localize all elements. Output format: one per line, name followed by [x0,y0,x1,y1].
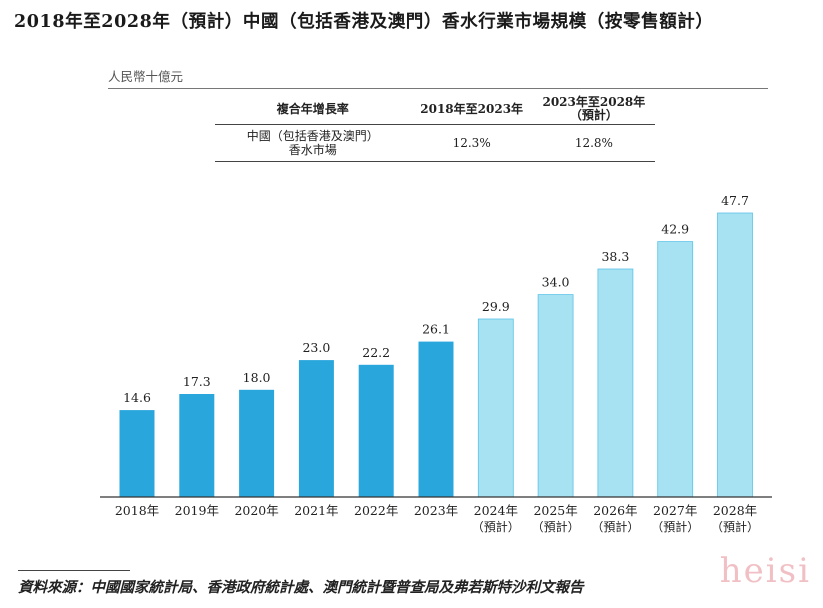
bar-2027年 [657,241,694,498]
bar-2022年 [358,364,394,497]
bar-2024年 [477,318,514,498]
data-label: 34.0 [542,275,570,290]
cagr-row-label: 中國（包括香港及澳門） 香水市場 [215,124,411,162]
bar-2018年 [119,410,155,497]
data-label: 29.9 [482,299,510,314]
bar-2021年 [298,360,334,497]
cagr-table-row: 中國（包括香港及澳門） 香水市場 12.3% 12.8% [215,124,655,162]
watermark: heisi [719,551,811,591]
x-tick-label: 2025年 [533,503,577,518]
data-label: 47.7 [721,193,749,208]
unit-label: 人民幣十億元 [108,69,184,84]
cagr-header-2018-2023: 2018年至2023年 [410,94,533,125]
x-tick-sublabel: （預計） [651,519,699,534]
cagr-header-2023-2028: 2023年至2028年 （預計） [532,94,655,125]
data-label: 23.0 [302,340,330,355]
x-tick-label: 2024年 [474,503,518,518]
bar-2020年 [239,389,275,497]
source-divider [18,570,130,571]
data-label: 18.0 [243,370,271,385]
unit-divider [108,88,768,89]
data-label: 38.3 [601,249,629,264]
bar-2023年 [418,341,454,497]
cagr-row-label-line2: 香水市場 [288,143,337,157]
cagr-header-2023-2028-line2: （預計） [569,108,618,122]
x-tick-label: 2018年 [115,503,159,518]
x-tick-label: 2028年 [713,503,757,518]
x-tick-label: 2022年 [354,503,398,518]
data-label: 14.6 [123,390,151,405]
bar-2028年 [717,212,753,498]
x-tick-sublabel: （預計） [711,519,759,534]
bar-2019年 [179,394,215,497]
data-label: 17.3 [183,374,211,389]
x-tick-label: 2027年 [653,503,697,518]
x-tick-label: 2020年 [234,503,278,518]
bar-2025年 [537,294,574,498]
cagr-table-header-row: 複合年增長率 2018年至2023年 2023年至2028年 （預計） [215,94,655,125]
x-tick-sublabel: （預計） [472,519,520,534]
source-note: 資料來源：中國國家統計局、香港政府統計處、澳門統計暨普查局及弗若斯特沙利文報告 [18,579,584,596]
chart-title: 2018年至2028年（預計）中國（包括香港及澳門）香水行業市場規模（按零售額計… [14,12,714,32]
cagr-row-label-line1: 中國（包括香港及澳門） [246,129,379,143]
x-tick-label: 2023年 [414,503,458,518]
x-tick-label: 2021年 [294,503,338,518]
cagr-header-label: 複合年增長率 [215,94,411,125]
x-tick-label: 2019年 [175,503,219,518]
cagr-table: 複合年增長率 2018年至2023年 2023年至2028年 （預計） 中國（包… [215,94,655,162]
bar-2026年 [597,268,634,498]
x-tick-label: 2026年 [593,503,637,518]
x-tick-sublabel: （預計） [532,519,580,534]
data-label: 26.1 [422,322,450,337]
data-label: 42.9 [661,222,689,237]
cagr-value-2023-2028: 12.8% [532,124,655,162]
data-label: 22.2 [362,345,390,360]
cagr-header-2023-2028-line1: 2023年至2028年 [542,95,646,109]
cagr-value-2018-2023: 12.3% [410,124,533,162]
x-tick-sublabel: （預計） [591,519,639,534]
